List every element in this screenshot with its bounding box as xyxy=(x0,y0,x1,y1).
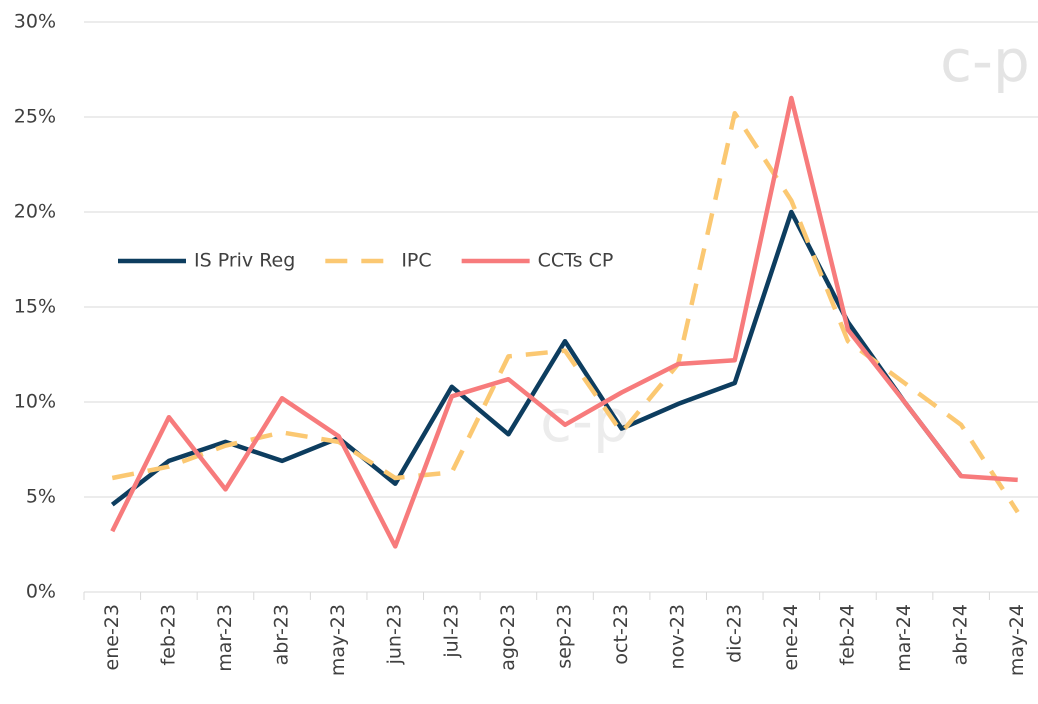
x-tick-label: may-23 xyxy=(327,604,349,676)
y-tick-label: 10% xyxy=(14,391,56,413)
legend-label: IS Priv Reg xyxy=(194,250,295,272)
x-tick-label: feb-24 xyxy=(836,604,858,665)
x-tick-label: abr-23 xyxy=(271,604,293,665)
x-tick-label: ago-23 xyxy=(497,604,519,671)
legend-label: IPC xyxy=(401,250,431,272)
legend-label: CCTs CP xyxy=(538,250,614,272)
y-tick-label: 5% xyxy=(26,486,56,508)
watermark: c-p xyxy=(940,27,1030,95)
x-tick-label: ene-23 xyxy=(101,604,123,670)
x-tick-label: ene-24 xyxy=(780,604,802,670)
x-tick-label: jul-23 xyxy=(440,604,462,659)
x-tick-label: mar-23 xyxy=(214,604,236,672)
x-tick-label: feb-23 xyxy=(157,604,179,665)
x-tick-label: mar-24 xyxy=(893,604,915,672)
y-tick-label: 20% xyxy=(14,201,56,223)
x-tick-label: may-24 xyxy=(1006,604,1028,676)
series-line xyxy=(110,95,1018,549)
x-tick-label: dic-23 xyxy=(723,604,745,663)
x-tick-label: abr-24 xyxy=(950,604,972,665)
x-tick-label: sep-23 xyxy=(554,604,576,669)
y-tick-label: 15% xyxy=(14,296,56,318)
x-tick-label: oct-23 xyxy=(610,604,632,665)
y-tick-label: 0% xyxy=(26,581,56,603)
x-tick-label: jun-23 xyxy=(384,604,406,665)
y-tick-label: 25% xyxy=(14,106,56,128)
x-tick-label: nov-23 xyxy=(667,604,689,669)
y-tick-label: 30% xyxy=(14,11,56,33)
